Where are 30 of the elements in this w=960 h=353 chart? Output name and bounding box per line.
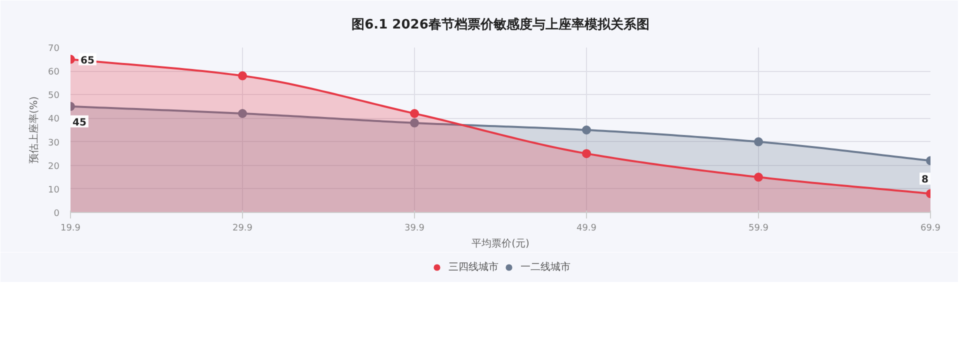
x-tick-label: 29.9 bbox=[232, 224, 253, 234]
x-tick-label: 69.9 bbox=[920, 224, 941, 234]
y-tick-label: 70 bbox=[48, 44, 60, 54]
y-tick-label: 10 bbox=[48, 185, 60, 196]
x-tick-label: 49.9 bbox=[576, 224, 597, 234]
point bbox=[410, 118, 419, 128]
point bbox=[582, 126, 591, 134]
y-tick-label: 0 bbox=[54, 209, 60, 219]
data-label: 45 bbox=[72, 117, 86, 128]
legend-label: 三四线城市 bbox=[448, 260, 498, 274]
point bbox=[582, 149, 591, 158]
x-tick-label: 19.9 bbox=[60, 224, 81, 234]
y-axis-title: 预估上座率(%) bbox=[28, 96, 40, 164]
y-tick-label: 40 bbox=[48, 114, 60, 125]
point bbox=[238, 109, 247, 118]
x-tick-label: 59.9 bbox=[748, 224, 769, 234]
y-tick-label: 60 bbox=[48, 68, 60, 78]
point bbox=[754, 172, 763, 182]
point bbox=[238, 71, 247, 80]
data-label: 65 bbox=[80, 55, 94, 66]
data-label: 8 bbox=[922, 174, 929, 186]
y-tick-label: 20 bbox=[48, 162, 60, 172]
point bbox=[754, 137, 763, 146]
chart-title: 图6.1 2026春节档票价敏感度与上座率模拟关系图 bbox=[352, 16, 650, 32]
y-tick-label: 50 bbox=[48, 91, 60, 102]
x-tick-label: 39.9 bbox=[404, 224, 425, 234]
y-tick-label: 30 bbox=[48, 138, 60, 148]
legend-label: 一二线城市 bbox=[520, 260, 570, 274]
point bbox=[410, 109, 419, 118]
x-axis-title: 平均票价(元) bbox=[472, 238, 530, 250]
